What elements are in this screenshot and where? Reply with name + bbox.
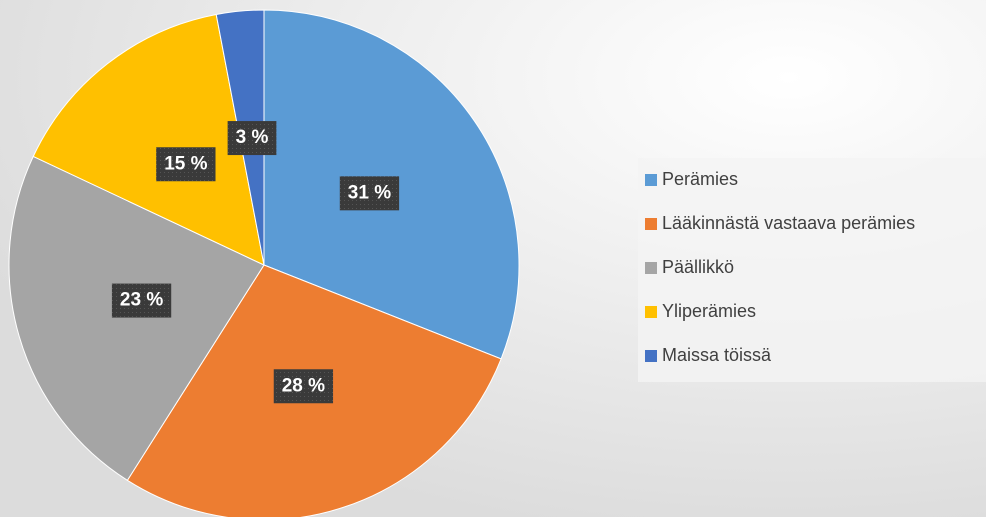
- data-label-box: [111, 283, 172, 318]
- data-label-text: 31 %: [348, 182, 391, 203]
- data-label: 23 %: [111, 283, 172, 318]
- legend-swatch: [645, 262, 657, 274]
- data-label: 28 %: [273, 369, 334, 404]
- legend-label: Lääkinnästä vastaava perämies: [662, 213, 915, 233]
- data-label: 15 %: [156, 147, 216, 182]
- legend-label: Yliperämies: [662, 301, 756, 321]
- data-label-text: 15 %: [164, 153, 207, 174]
- data-labels: 31 % 28 % 23 % 15 % 3 %: [111, 121, 400, 404]
- data-label-box: [273, 369, 334, 404]
- legend-swatch: [645, 306, 657, 318]
- data-label-text: 23 %: [120, 290, 163, 311]
- data-label-box: [339, 176, 400, 211]
- legend-label: Maissa töissä: [662, 345, 772, 365]
- legend-box: [638, 158, 986, 382]
- data-label: 3 %: [227, 121, 277, 156]
- legend-label: Päällikkö: [662, 257, 734, 277]
- legend-label: Perämies: [662, 169, 738, 189]
- pie: [8, 9, 520, 517]
- data-label-text: 28 %: [282, 375, 325, 396]
- legend-swatch: [645, 174, 657, 186]
- data-label-box: [156, 147, 216, 182]
- pie-slice: [32, 13, 265, 266]
- legend-swatch: [645, 218, 657, 230]
- data-label: 31 %: [339, 176, 400, 211]
- legend-swatch: [645, 350, 657, 362]
- data-label-text: 3 %: [236, 127, 269, 148]
- pie-slice: [8, 155, 265, 481]
- legend: Perämies Lääkinnästä vastaava perämies Pää…: [645, 169, 915, 365]
- data-label-box: [227, 121, 277, 156]
